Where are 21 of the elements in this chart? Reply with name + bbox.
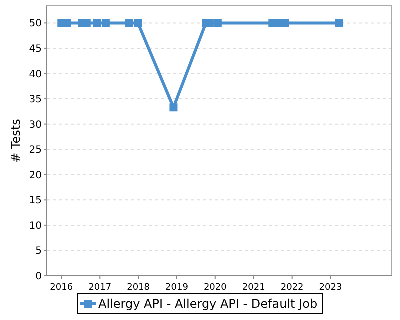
y-tick-label: 0 (36, 272, 42, 282)
x-tick-label: 2021 (242, 283, 266, 293)
y-tick-label: 40 (29, 69, 42, 80)
y-tick-label: 15 (29, 196, 42, 207)
y-tick-label: 35 (29, 94, 42, 106)
x-tick-label: 2018 (127, 283, 150, 293)
x-tick-label: 2017 (88, 283, 112, 293)
y-tick-label: 45 (29, 44, 42, 55)
y-tick-label: 25 (29, 145, 42, 156)
x-tick-label: 2019 (166, 283, 189, 293)
y-tick-label: 10 (29, 220, 42, 232)
x-tick-label: 2016 (50, 283, 74, 293)
x-tick-label: 2023 (319, 283, 342, 293)
y-axis-title: # Tests (9, 119, 23, 163)
x-tick-label: 2020 (204, 283, 228, 293)
y-tick-label: 5 (36, 246, 42, 258)
y-tick-label: 20 (29, 170, 42, 182)
legend-label: Allergy API - Allergy API - Default Job (98, 297, 318, 312)
y-tick-label: 30 (29, 120, 42, 131)
y-tick-label: 50 (29, 18, 42, 30)
x-tick-label: 2022 (280, 283, 304, 293)
